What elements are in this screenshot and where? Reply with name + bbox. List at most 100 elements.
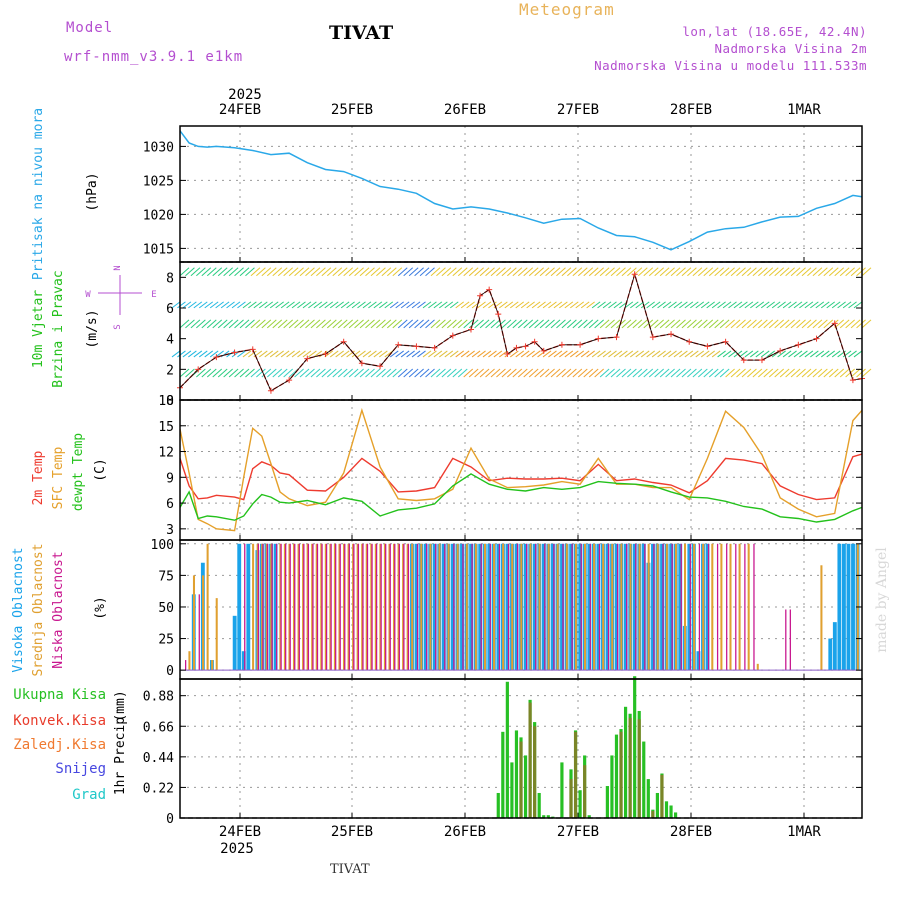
top-date-label-1: 25FEB <box>331 102 373 118</box>
wind-barb <box>482 301 492 309</box>
cloud-low-bar <box>398 543 400 671</box>
wind-barb <box>755 350 765 358</box>
cloud-mid-bar <box>402 543 405 671</box>
wind-barb <box>313 301 323 309</box>
wind-barb <box>386 319 397 329</box>
precip-conv-bar <box>583 765 587 818</box>
wind-barb <box>750 350 759 358</box>
cloud-mid-bar <box>502 543 505 671</box>
cloud-mid-bar <box>347 543 350 671</box>
cloud-low-bar <box>589 543 591 671</box>
cloud-low-bar <box>653 543 655 671</box>
wind-barb <box>823 368 834 378</box>
wind-barb <box>373 301 383 309</box>
wind-barb <box>640 350 650 358</box>
wind-barb <box>493 350 503 358</box>
wind-barb <box>706 350 715 358</box>
wind-barb <box>455 350 465 358</box>
wind-barb <box>823 267 834 277</box>
cloud-mid-bar <box>602 543 605 671</box>
wind-barb <box>577 319 588 329</box>
wind-barb <box>771 301 781 309</box>
wind-barb <box>610 368 621 378</box>
wind-barb <box>310 368 321 378</box>
wind-barb <box>193 301 203 309</box>
wind-barb <box>351 350 361 358</box>
wind-barb <box>212 267 223 277</box>
wind-barb <box>209 301 219 309</box>
wind-barb <box>594 267 604 277</box>
wind-barb <box>332 368 343 378</box>
wind-barb <box>496 267 506 277</box>
wind-barb <box>553 350 563 358</box>
wind-barb <box>386 368 397 378</box>
wind-barb <box>632 368 643 378</box>
wind-barb <box>392 267 403 277</box>
cloud-mid-bar <box>611 543 614 671</box>
precip-total-bar <box>664 801 669 818</box>
wind-barb <box>766 350 776 358</box>
wind-barb <box>414 368 424 378</box>
wind-barb <box>526 350 535 358</box>
cloud-mid-bar <box>397 543 400 671</box>
wind-barb <box>277 368 288 378</box>
pressure-ytick-label-1: 1020 <box>143 208 174 223</box>
precip-total-bar <box>496 792 500 818</box>
cloud-mid-bar <box>361 543 364 671</box>
wind-barb <box>610 267 621 277</box>
wind-barb <box>564 301 574 309</box>
cloud-mid-bar <box>411 543 414 671</box>
wind-barb <box>583 267 594 277</box>
cloud-high-bar <box>841 543 846 671</box>
cloud-high-bar <box>705 543 710 671</box>
wind-barb <box>613 301 623 309</box>
wind-barb <box>834 368 845 378</box>
wind-barb <box>447 368 457 378</box>
cloud-low-bar <box>285 543 287 671</box>
wind-barb <box>733 301 743 309</box>
wind-barb <box>305 267 315 277</box>
wind-barb <box>613 350 623 358</box>
wind-barb <box>308 350 317 358</box>
wind-barb <box>648 319 659 329</box>
wind-barb <box>670 319 681 329</box>
cloud-high-bar <box>832 622 837 671</box>
cloud-ylabel-low: Niska Oblacnost <box>51 551 66 668</box>
wind-barb <box>171 350 181 358</box>
wind-barb <box>316 267 326 277</box>
wind-barb <box>796 319 806 329</box>
wind-barb <box>359 368 370 378</box>
cloud-mid-bar <box>279 543 282 671</box>
wind-barb <box>501 267 512 277</box>
wind-barb <box>597 350 606 358</box>
cloud-low-bar <box>735 543 737 671</box>
wind-barb <box>597 301 606 309</box>
wind-barb <box>386 267 397 277</box>
wind-barb <box>537 301 546 309</box>
wind-barb <box>256 368 266 378</box>
wind-barb <box>668 350 677 358</box>
cloud-low-bar <box>330 543 332 671</box>
wind-barb <box>708 267 719 277</box>
cloud-low-bar <box>344 543 346 671</box>
wind-barb <box>782 350 792 358</box>
wind-barb <box>635 301 645 309</box>
cloud-high-bar <box>450 543 455 671</box>
wind-speed-point <box>449 332 456 339</box>
wind-barb <box>799 350 808 358</box>
cloud-mid-bar <box>638 543 641 671</box>
compass-south: S <box>113 324 123 329</box>
wind-barb <box>373 350 383 358</box>
wind-barb <box>651 350 661 358</box>
wind-speed-point <box>231 349 238 356</box>
precip-conv-bar <box>637 719 641 818</box>
wind-barb <box>850 267 861 277</box>
wind-barb <box>403 368 414 378</box>
wind-barb <box>455 301 465 309</box>
wind-barb <box>449 301 459 309</box>
wind-barb <box>853 301 863 309</box>
wind-barb <box>736 319 746 329</box>
cloud-ytick-label-1: 25 <box>158 633 174 648</box>
wind-barb <box>577 267 588 277</box>
cloud-mid-bar <box>338 543 341 671</box>
